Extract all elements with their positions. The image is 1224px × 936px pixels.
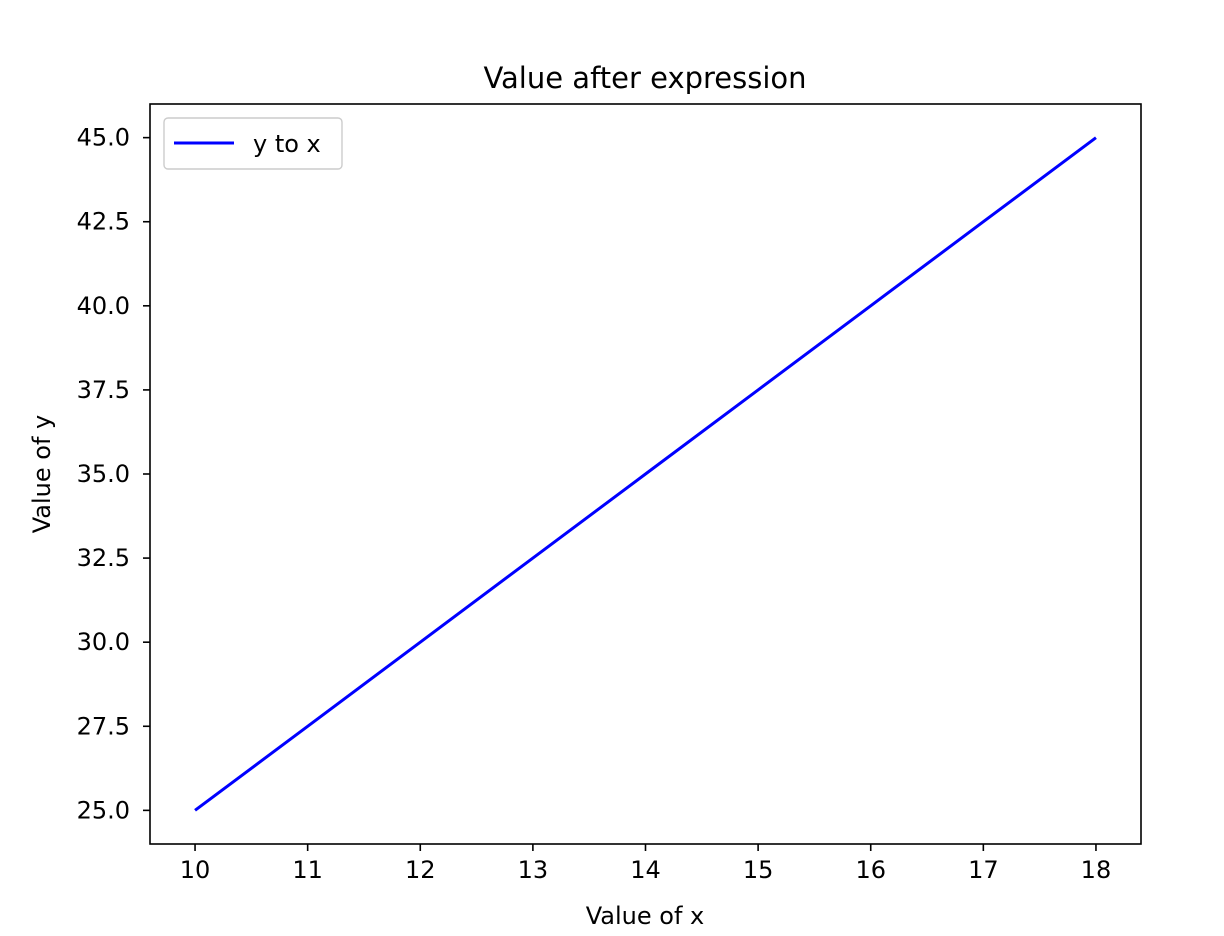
x-tick-label: 15 (743, 856, 774, 884)
series-line (194, 136, 1097, 812)
x-tick-label: 13 (518, 856, 549, 884)
y-tick-label: 32.5 (77, 544, 130, 572)
x-tick-label: 14 (630, 856, 661, 884)
legend: y to x (163, 117, 343, 170)
plot-area-frame (149, 103, 1142, 845)
y-tick-label: 27.5 (77, 712, 130, 740)
y-tick-label: 30.0 (77, 628, 130, 656)
chart-title: Value after expression (483, 61, 806, 95)
x-tick-label: 17 (968, 856, 999, 884)
x-tick-label: 12 (405, 856, 436, 884)
y-tick-label: 35.0 (77, 460, 130, 488)
y-tick-label: 45.0 (77, 124, 130, 152)
x-tick-label: 10 (180, 856, 211, 884)
legend-box (163, 117, 343, 170)
y-axis-ticks: 25.0 27.5 30.0 32.5 35.0 37.5 40.0 42.5 45.0 (77, 124, 150, 824)
y-tick-label: 25.0 (77, 796, 130, 824)
x-axis-ticks: 10 11 12 13 14 15 16 17 18 (180, 844, 1111, 884)
x-tick-label: 18 (1081, 856, 1112, 884)
x-tick-label: 11 (292, 856, 323, 884)
y-tick-label: 42.5 (77, 208, 130, 236)
series-layer (194, 136, 1097, 812)
x-tick-label: 16 (855, 856, 886, 884)
y-tick-label: 40.0 (77, 292, 130, 320)
x-axis-label: Value of x (586, 902, 705, 930)
legend-label: y to x (253, 130, 321, 158)
y-tick-label: 37.5 (77, 376, 130, 404)
y-axis-label: Value of y (28, 415, 56, 534)
